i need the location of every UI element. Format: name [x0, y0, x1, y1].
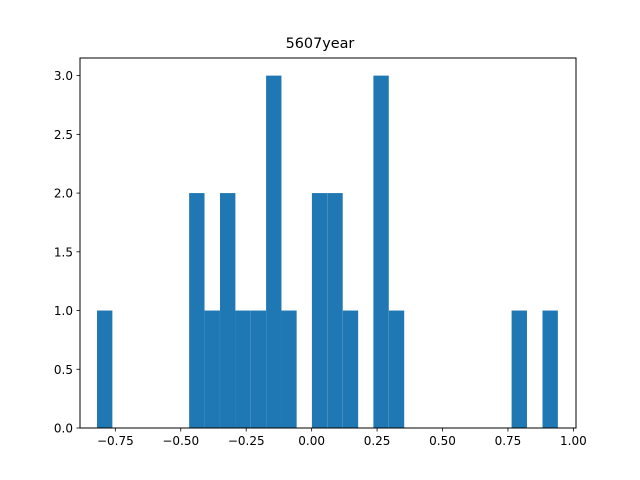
y-tick-label: 1.0	[54, 304, 73, 318]
x-tick-label: −0.75	[97, 434, 134, 448]
x-tick-label: −0.25	[228, 434, 265, 448]
y-tick-label: 0.0	[54, 422, 73, 436]
histogram-bar	[311, 193, 328, 428]
y-tick-label: 2.5	[54, 128, 73, 142]
x-tick-label: 0.50	[429, 434, 456, 448]
histogram-bar	[542, 310, 558, 428]
x-tick-label: −0.50	[162, 434, 199, 448]
histogram-bar	[97, 310, 113, 428]
x-tick-label: 1.00	[560, 434, 587, 448]
x-tick-label: 0.25	[364, 434, 391, 448]
histogram-bar	[511, 310, 527, 428]
histogram-bar	[235, 310, 251, 428]
x-axis: −0.75 −0.50 −0.25 0.00 0.25 0.50 0.75 1.00	[97, 428, 587, 448]
histogram-bar	[281, 310, 297, 428]
histogram-bar	[342, 310, 359, 428]
plot-frame	[79, 57, 577, 429]
y-tick-label: 0.5	[54, 363, 73, 377]
histogram-bar	[250, 310, 267, 428]
y-tick-label: 1.5	[54, 245, 73, 259]
x-tick-label: 0.00	[298, 434, 325, 448]
histogram-bar	[220, 193, 236, 428]
histogram-bar	[388, 310, 405, 428]
histogram-bar	[266, 75, 282, 429]
y-tick-label: 3.0	[54, 69, 73, 83]
chart-title: 5607year	[286, 36, 355, 52]
histogram-bar	[373, 75, 389, 429]
y-axis: 0.0 0.5 1.0 1.5 2.0 2.5 3.0	[54, 69, 80, 436]
histogram-bar	[204, 310, 220, 428]
histogram-bar	[189, 193, 205, 428]
histogram-bar	[327, 193, 343, 428]
y-tick-label: 2.0	[54, 187, 73, 201]
x-tick-label: 0.75	[495, 434, 522, 448]
bars-group	[97, 75, 558, 429]
